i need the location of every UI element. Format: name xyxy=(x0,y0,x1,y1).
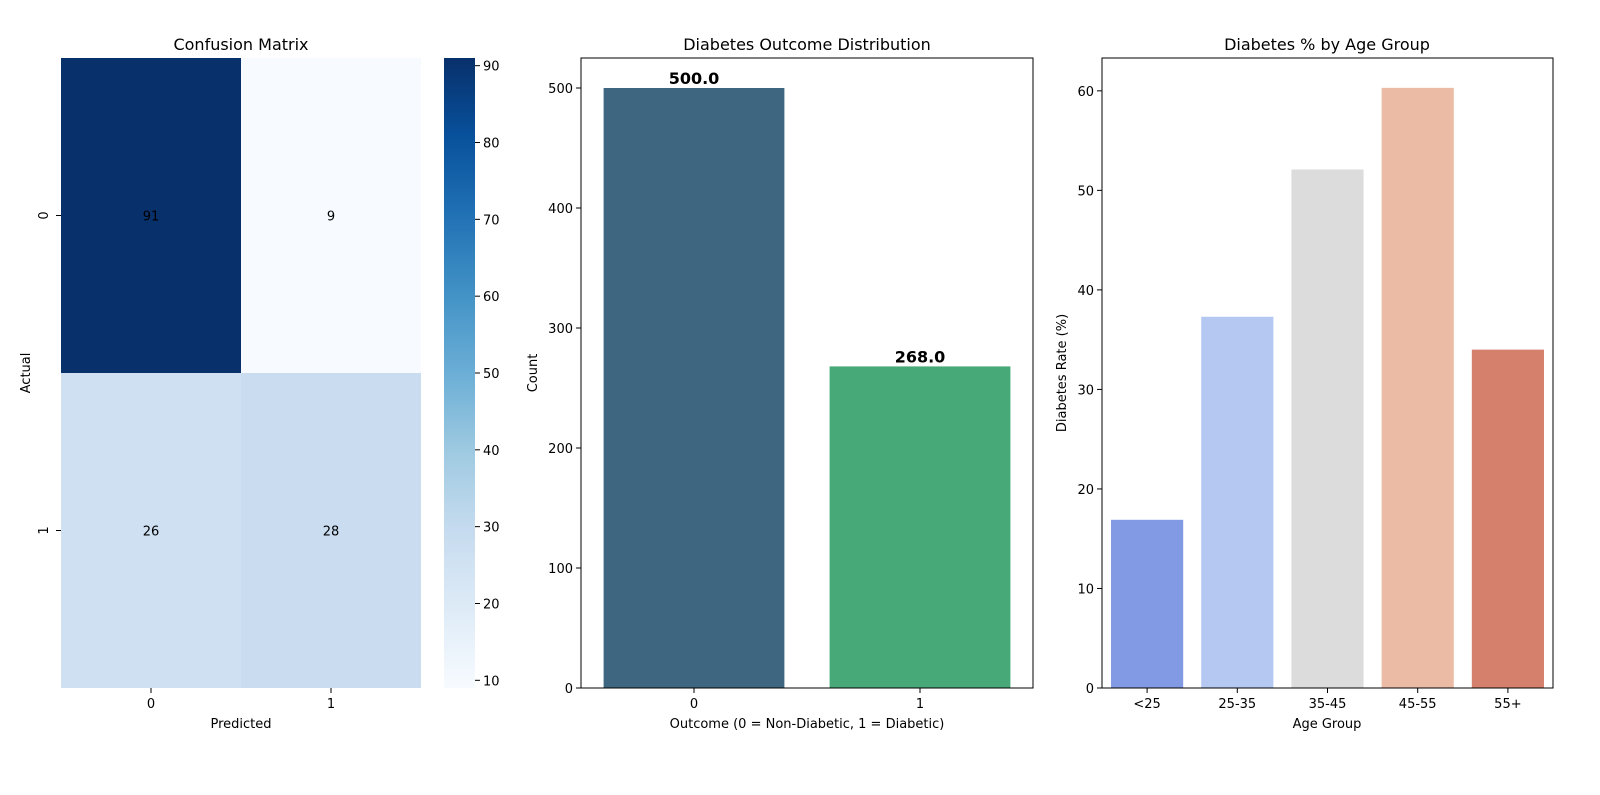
bar xyxy=(1201,316,1274,688)
bar xyxy=(829,366,1011,688)
heatmap-cell-label: 28 xyxy=(323,525,340,540)
heatmap-xlabel: Predicted xyxy=(210,717,271,732)
x-tick-label: 0 xyxy=(690,697,698,712)
heatmap-cell xyxy=(61,58,241,373)
y-tick-label: 200 xyxy=(548,442,573,457)
colorbar-tick-label: 20 xyxy=(483,597,500,612)
plot-frame xyxy=(580,57,1034,689)
y-tick-label: 100 xyxy=(548,562,573,577)
age-xlabel: Age Group xyxy=(1293,717,1362,732)
y-tick-label: 0 xyxy=(1086,682,1094,697)
heatmap-x-tick-label: 1 xyxy=(327,697,335,712)
bar-data-label: 500.0 xyxy=(669,69,720,88)
y-tick-label: 60 xyxy=(1077,85,1094,100)
heatmap-x-tick-label: 0 xyxy=(147,697,155,712)
heatmap-y-tick-label: 1 xyxy=(37,526,52,534)
heatmap-cell-label: 9 xyxy=(327,210,335,225)
colorbar-tick-label: 70 xyxy=(483,213,500,228)
colorbar-tick-label: 90 xyxy=(483,60,500,75)
outcome-title: Diabetes Outcome Distribution xyxy=(683,35,931,54)
x-tick-label: 55+ xyxy=(1494,697,1521,712)
colorbar-tick-label: 40 xyxy=(483,444,500,459)
heatmap-cell xyxy=(61,373,241,688)
y-tick-label: 10 xyxy=(1077,582,1094,597)
bar xyxy=(1111,519,1184,688)
y-tick-label: 400 xyxy=(548,202,573,217)
bar-data-label: 268.0 xyxy=(895,347,946,366)
bar xyxy=(1291,169,1364,689)
age-group-chart: Diabetes % by Age Group Age Group Diabet… xyxy=(1055,35,1554,732)
heatmap-y-tick-label: 0 xyxy=(37,211,52,219)
outcome-xlabel: Outcome (0 = Non-Diabetic, 1 = Diabetic) xyxy=(670,717,945,732)
y-tick-label: 30 xyxy=(1077,383,1094,398)
y-tick-label: 50 xyxy=(1077,184,1094,199)
x-tick-label: <25 xyxy=(1133,697,1160,712)
x-tick-label: 45-55 xyxy=(1399,697,1437,712)
confusion-matrix-chart: Confusion Matrix 91 926 280 101 Predicted A… xyxy=(19,35,500,732)
heatmap-title: Confusion Matrix xyxy=(173,35,308,54)
colorbar-tick-label: 60 xyxy=(483,290,500,305)
colorbar-tick-label: 30 xyxy=(483,521,500,536)
bar xyxy=(1471,349,1544,688)
outcome-distribution-chart: Diabetes Outcome Distribution Outcome (0… xyxy=(526,35,1034,732)
colorbar xyxy=(444,58,475,688)
colorbar-tick-label: 10 xyxy=(483,674,500,689)
x-tick-label: 25-35 xyxy=(1218,697,1256,712)
x-tick-label: 35-45 xyxy=(1309,697,1347,712)
heatmap-cell xyxy=(241,373,421,688)
heatmap-ylabel: Actual xyxy=(19,353,34,394)
bar xyxy=(603,88,785,688)
plot-frame xyxy=(1101,57,1554,689)
heatmap-cell-label: 26 xyxy=(143,525,160,540)
heatmap-cell xyxy=(241,58,421,373)
colorbar-tick-label: 80 xyxy=(483,137,500,152)
y-tick-label: 0 xyxy=(565,682,573,697)
y-tick-label: 300 xyxy=(548,322,573,337)
bar xyxy=(1381,87,1454,689)
outcome-ylabel: Count xyxy=(526,354,541,393)
x-tick-label: 1 xyxy=(916,697,924,712)
colorbar-tick-label: 50 xyxy=(483,367,500,382)
y-tick-label: 20 xyxy=(1077,483,1094,498)
y-tick-label: 500 xyxy=(548,82,573,97)
heatmap-cell-label: 91 xyxy=(143,210,160,225)
y-tick-label: 40 xyxy=(1077,284,1094,299)
age-title: Diabetes % by Age Group xyxy=(1224,35,1430,54)
age-ylabel: Diabetes Rate (%) xyxy=(1055,314,1070,432)
